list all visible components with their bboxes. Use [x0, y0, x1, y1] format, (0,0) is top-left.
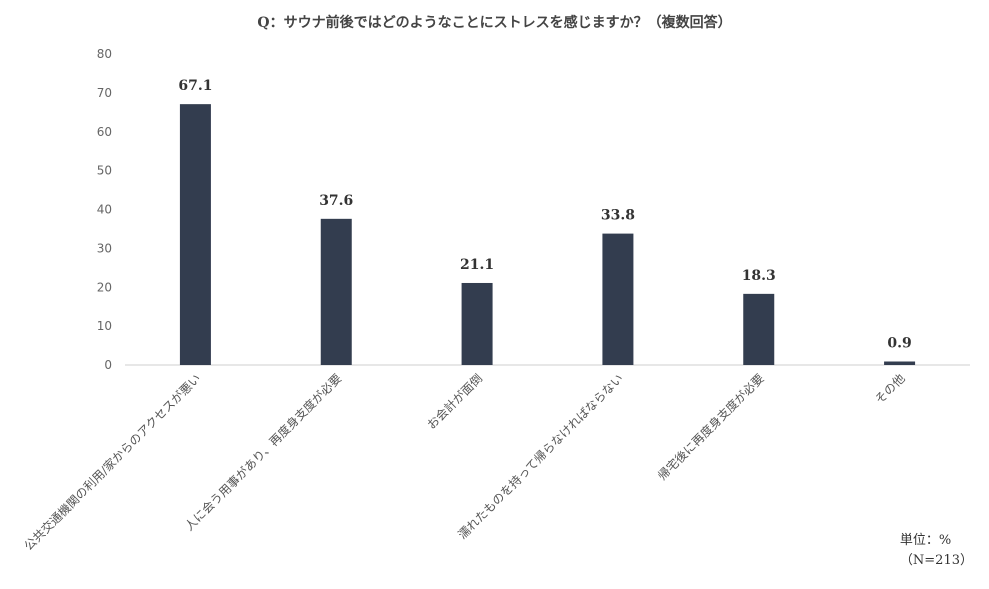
- chart-title: Q：サウナ前後ではどのようなことにストレスを感じますか？（複数回答）: [257, 15, 732, 31]
- y-tick-label: 40: [97, 203, 112, 217]
- y-tick-label: 30: [97, 241, 112, 255]
- unit-note: 単位：% （N=213）: [900, 531, 973, 571]
- bar: [179, 104, 211, 366]
- unit-label: 単位：%: [899, 533, 952, 548]
- y-tick-label: 70: [97, 86, 112, 100]
- x-category-label: その他: [872, 371, 907, 406]
- x-category-label: お会計が面倒: [424, 371, 486, 433]
- x-category-label: 帰宅後に再度身支度が必要: [654, 371, 766, 483]
- y-tick-label: 0: [104, 358, 112, 372]
- bar: [884, 361, 916, 365]
- y-tick-label: 20: [97, 280, 112, 294]
- y-tick-label: 50: [97, 164, 112, 178]
- y-tick-label: 80: [97, 47, 112, 61]
- bar: [320, 218, 352, 365]
- y-tick-label: 10: [97, 319, 112, 333]
- bar: [602, 233, 634, 365]
- x-category-label: 公共交通機関の利用/家からのアクセスが悪い: [21, 371, 204, 554]
- x-category-label: 人に会う用事があり、再度身支度が必要: [181, 371, 344, 534]
- data-label: 0.9: [887, 336, 911, 352]
- sample-size-label: （N=213）: [899, 553, 973, 568]
- bar: [743, 293, 775, 365]
- x-category-label: 濡れたものを持って帰らなければならない: [455, 371, 626, 542]
- data-label: 18.3: [742, 268, 776, 284]
- bar: [461, 282, 493, 365]
- data-label: 33.8: [601, 208, 635, 224]
- data-label: 21.1: [460, 257, 494, 273]
- y-tick-label: 60: [97, 125, 112, 139]
- data-label: 67.1: [178, 78, 212, 94]
- data-label: 37.6: [319, 193, 353, 209]
